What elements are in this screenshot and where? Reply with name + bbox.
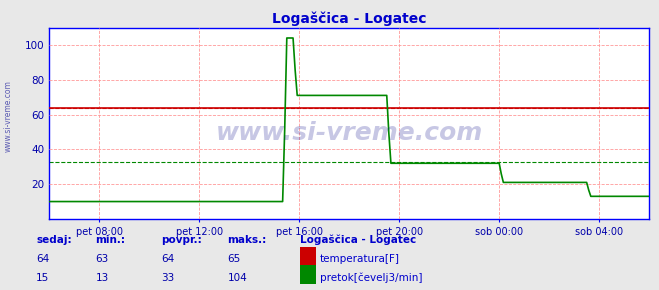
Title: Logaščica - Logatec: Logaščica - Logatec — [272, 12, 426, 26]
Text: 104: 104 — [227, 273, 247, 283]
Text: www.si-vreme.com: www.si-vreme.com — [215, 121, 483, 145]
Text: maks.:: maks.: — [227, 235, 267, 245]
Text: povpr.:: povpr.: — [161, 235, 202, 245]
Text: 63: 63 — [96, 254, 109, 264]
Text: Logaščica - Logatec: Logaščica - Logatec — [300, 235, 416, 245]
Text: 33: 33 — [161, 273, 175, 283]
Text: 64: 64 — [161, 254, 175, 264]
Text: temperatura[F]: temperatura[F] — [320, 254, 399, 264]
Text: 65: 65 — [227, 254, 241, 264]
Text: 13: 13 — [96, 273, 109, 283]
Text: www.si-vreme.com: www.si-vreme.com — [3, 80, 13, 152]
Text: 15: 15 — [36, 273, 49, 283]
Text: 64: 64 — [36, 254, 49, 264]
Text: pretok[čevelj3/min]: pretok[čevelj3/min] — [320, 272, 422, 283]
Text: sedaj:: sedaj: — [36, 235, 72, 245]
Text: min.:: min.: — [96, 235, 126, 245]
